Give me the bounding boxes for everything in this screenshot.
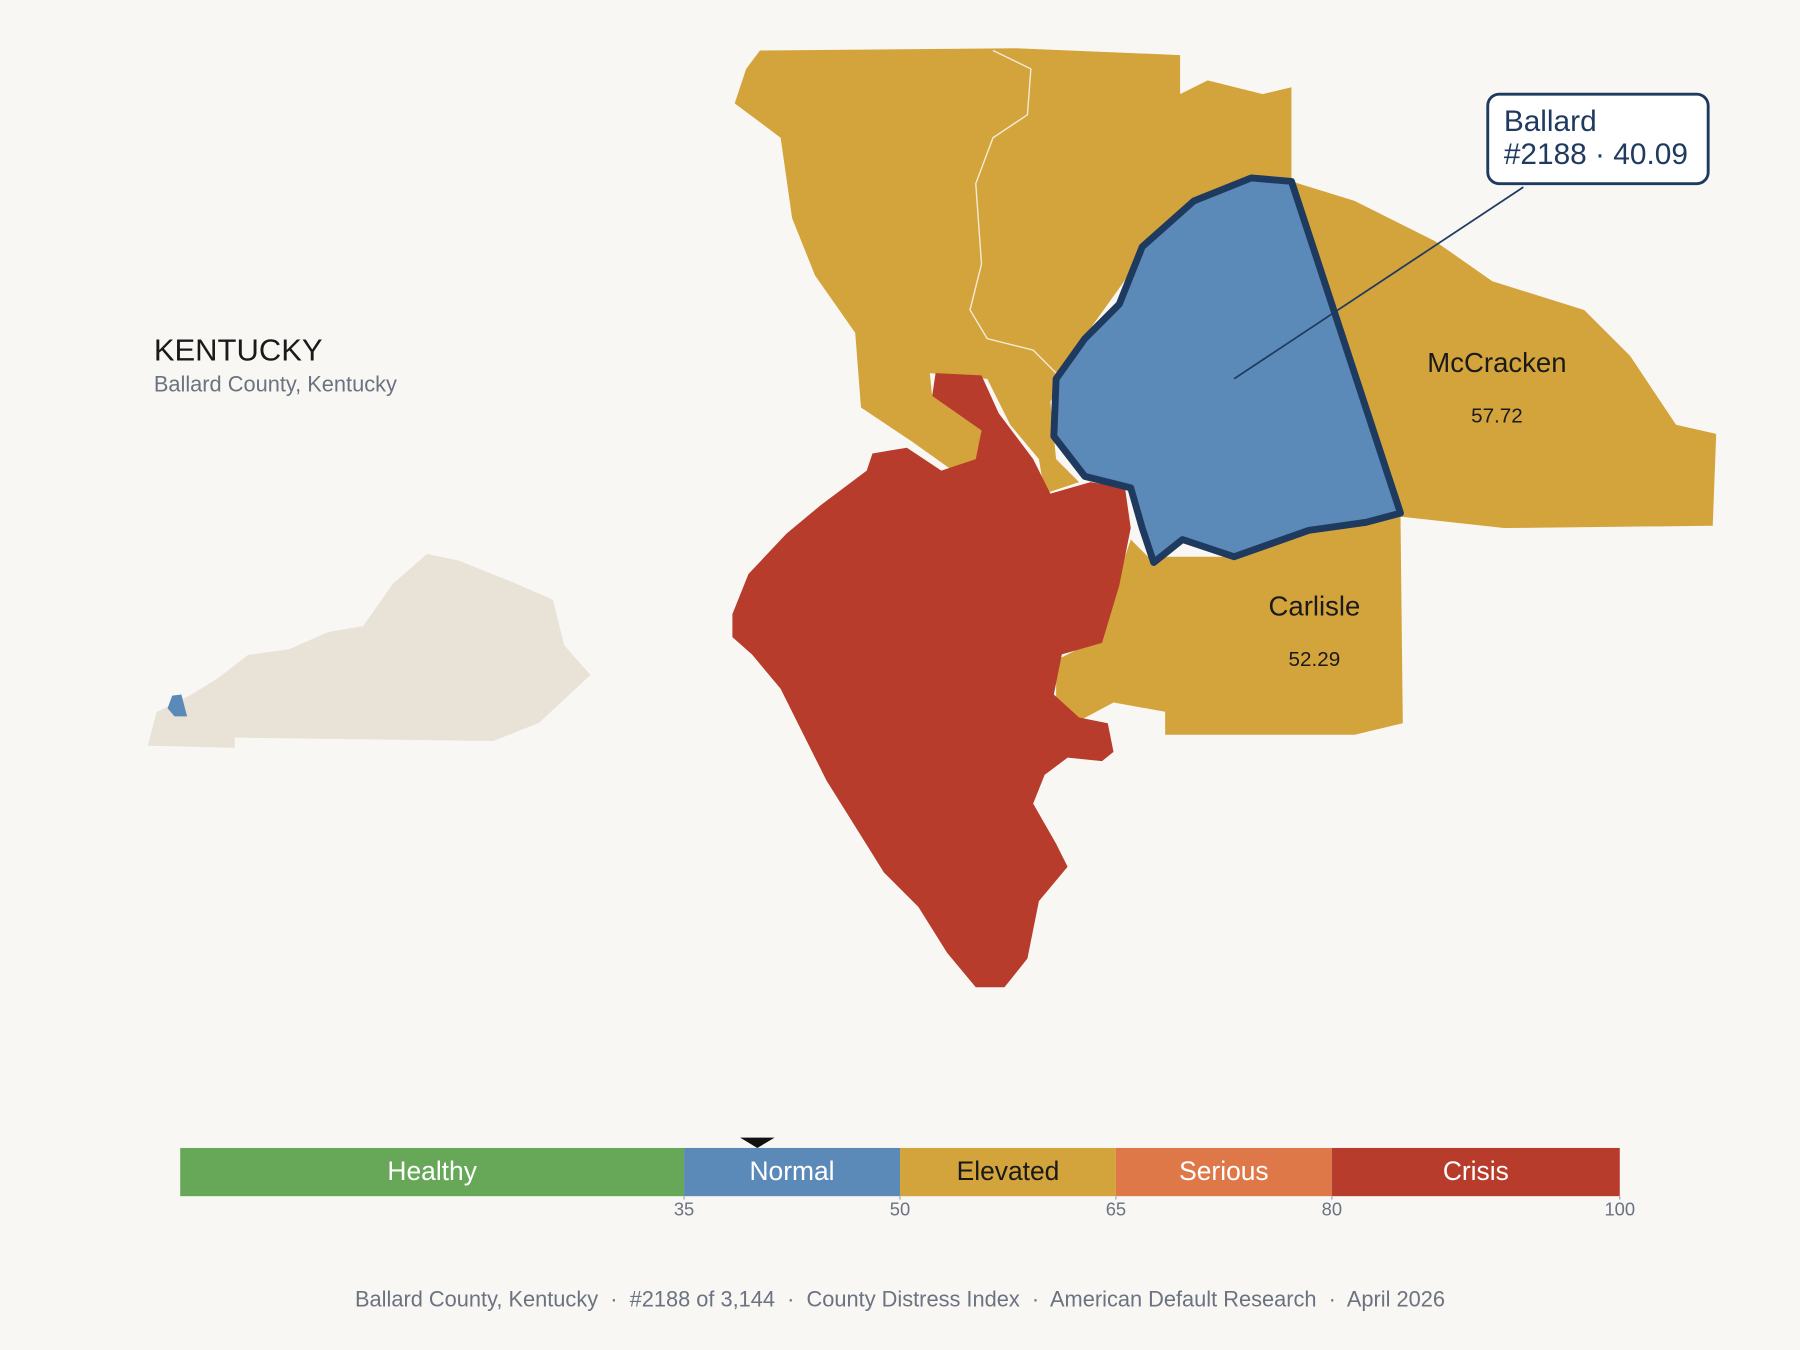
scale-band-label: Healthy <box>387 1156 477 1186</box>
county-name: Carlisle <box>1268 590 1360 621</box>
scale-tick-label: 35 <box>674 1199 694 1220</box>
county-value: 52.29 <box>1289 648 1341 671</box>
scale-tick-label: 80 <box>1322 1199 1342 1220</box>
score-marker <box>740 1137 775 1148</box>
scale-tick-label: 100 <box>1604 1199 1635 1220</box>
scale-tick-label: 65 <box>1106 1199 1126 1220</box>
county-map: Ballard #2188 · 40.09 <box>732 48 1717 988</box>
county-shape <box>1291 181 1717 529</box>
county-shape <box>1056 516 1403 735</box>
scale-band-label: Normal <box>750 1156 835 1186</box>
callout-rank-score: #2188 · 40.09 <box>1504 138 1688 171</box>
scale-band <box>900 1147 1116 1197</box>
distress-scale: Healthy Normal Elevated Serious Crisis 35 50 65… <box>180 1137 1635 1220</box>
scale-band-label: Elevated <box>957 1156 1060 1186</box>
scale-band <box>684 1147 900 1197</box>
selected-county[interactable] <box>1050 174 1404 566</box>
county-shape <box>732 373 1131 988</box>
county-shape <box>734 48 1292 494</box>
scale-band <box>1115 1147 1332 1197</box>
state-shape <box>146 552 592 750</box>
scale-band-label: Serious <box>1179 1156 1268 1186</box>
county-border <box>969 49 1057 374</box>
county-labels: McCracken 57.72 Carlisle 52.29 <box>1268 347 1566 671</box>
scale-band-label: Crisis <box>1443 1156 1509 1186</box>
county-value: 57.72 <box>1471 404 1523 427</box>
scale-band <box>180 1147 685 1197</box>
footer: Ballard County, Kentucky · #2188 of 3,14… <box>355 1286 1445 1311</box>
callout-box <box>1486 92 1710 186</box>
subtitle: Ballard County, Kentucky <box>154 371 397 396</box>
callout-leader <box>1233 186 1524 380</box>
minimap-highlight <box>167 694 188 717</box>
scale-tick-label: 50 <box>890 1199 910 1220</box>
state-minimap <box>146 552 592 750</box>
county-name: McCracken <box>1427 347 1566 378</box>
state-title: KENTUCKY <box>154 332 323 367</box>
scale-band <box>1331 1147 1620 1197</box>
callout-name: Ballard <box>1504 105 1597 138</box>
